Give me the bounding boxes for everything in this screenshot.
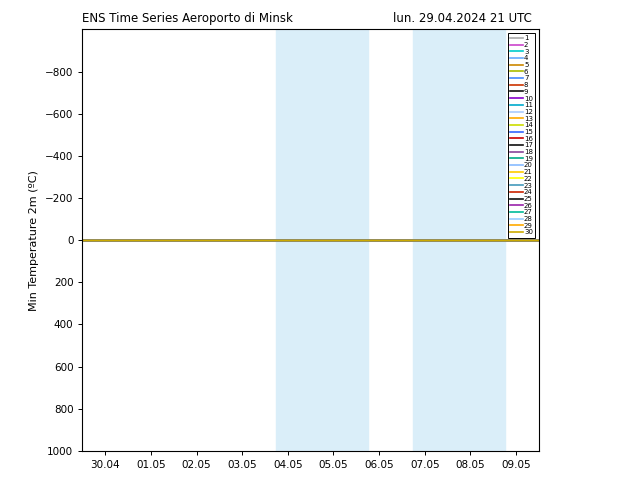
Bar [413, 29, 505, 451]
Bar [276, 29, 368, 451]
Y-axis label: Min Temperature 2m (ºC): Min Temperature 2m (ºC) [29, 170, 39, 311]
Text: ENS Time Series Aeroporto di Minsk: ENS Time Series Aeroporto di Minsk [82, 12, 294, 25]
Legend: 1, 2, 3, 4, 5, 6, 7, 8, 9, 10, 11, 12, 13, 14, 15, 16, 17, 18, 19, 20, 21, 22, 2: 1, 2, 3, 4, 5, 6, 7, 8, 9, 10, 11, 12, 1… [508, 33, 536, 238]
Text: lun. 29.04.2024 21 UTC: lun. 29.04.2024 21 UTC [393, 12, 532, 25]
